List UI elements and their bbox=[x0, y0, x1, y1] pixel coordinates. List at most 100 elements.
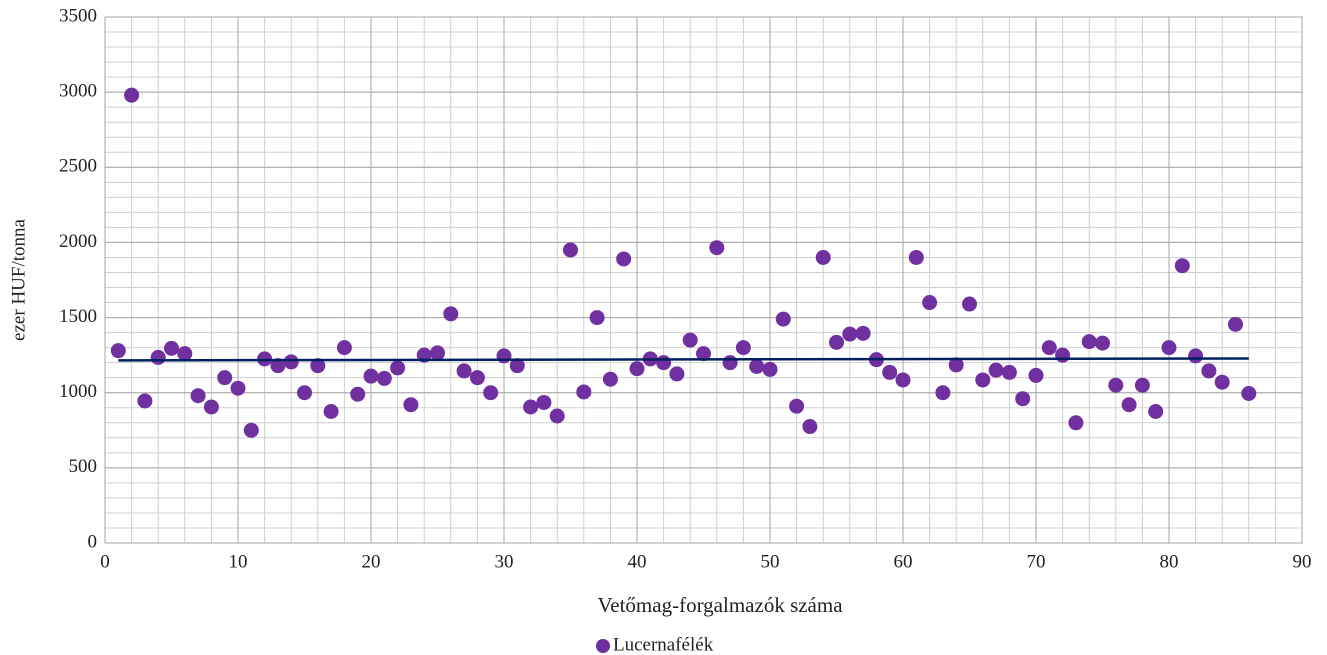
x-tick-label: 50 bbox=[761, 551, 780, 572]
point bbox=[749, 358, 765, 374]
point bbox=[962, 296, 977, 312]
x-tick-label: 40 bbox=[628, 551, 647, 572]
point bbox=[1015, 391, 1031, 407]
point bbox=[682, 332, 698, 348]
point bbox=[948, 357, 964, 373]
point bbox=[283, 354, 299, 370]
y-tick-label: 3000 bbox=[59, 81, 97, 102]
point bbox=[164, 340, 179, 356]
point bbox=[762, 361, 778, 377]
point bbox=[1068, 415, 1084, 431]
point bbox=[629, 361, 645, 377]
point bbox=[1241, 385, 1257, 401]
point bbox=[616, 251, 632, 267]
point bbox=[243, 422, 259, 438]
y-tick-label: 1000 bbox=[59, 381, 97, 402]
point bbox=[656, 355, 672, 371]
point bbox=[602, 371, 618, 387]
point bbox=[988, 362, 1004, 378]
point bbox=[390, 360, 406, 376]
y-axis-label: ezer HUF/tonna bbox=[8, 219, 29, 341]
trendline bbox=[118, 357, 1249, 362]
point bbox=[230, 380, 246, 396]
point bbox=[802, 419, 818, 435]
point bbox=[443, 306, 459, 322]
point bbox=[1161, 340, 1177, 356]
x-tick-label: 0 bbox=[100, 551, 110, 572]
point bbox=[563, 242, 578, 258]
point bbox=[1214, 374, 1230, 390]
point bbox=[336, 340, 352, 356]
point bbox=[842, 326, 858, 342]
point bbox=[1188, 348, 1204, 364]
point bbox=[576, 384, 592, 400]
point bbox=[523, 399, 539, 415]
legend-marker bbox=[596, 639, 610, 653]
point bbox=[735, 340, 751, 356]
point bbox=[1081, 334, 1097, 350]
point bbox=[1134, 377, 1150, 393]
point bbox=[1201, 363, 1217, 379]
point bbox=[855, 325, 871, 341]
point bbox=[815, 249, 831, 265]
y-tick-label: 2500 bbox=[59, 156, 97, 177]
point bbox=[297, 385, 312, 401]
point bbox=[403, 397, 419, 413]
point bbox=[669, 366, 685, 382]
point bbox=[496, 348, 512, 364]
point bbox=[789, 398, 805, 414]
point bbox=[922, 295, 938, 311]
point bbox=[150, 349, 166, 365]
point bbox=[1095, 335, 1110, 351]
point bbox=[536, 394, 552, 410]
point bbox=[124, 87, 140, 103]
y-tick-label: 500 bbox=[69, 456, 98, 477]
point bbox=[376, 370, 392, 386]
point bbox=[1228, 316, 1243, 332]
point bbox=[709, 240, 725, 256]
x-tick-label: 90 bbox=[1293, 551, 1312, 572]
y-tick-label: 0 bbox=[88, 531, 98, 552]
point bbox=[895, 372, 911, 388]
point bbox=[722, 355, 738, 371]
point bbox=[1001, 364, 1017, 380]
point bbox=[975, 372, 991, 388]
y-tick-label: 2000 bbox=[59, 231, 97, 252]
y-tick-label: 3500 bbox=[59, 5, 97, 26]
point bbox=[110, 343, 126, 359]
point bbox=[509, 358, 525, 374]
point bbox=[1148, 404, 1164, 419]
x-tick-label: 20 bbox=[362, 551, 381, 572]
point bbox=[696, 346, 711, 362]
point bbox=[363, 368, 379, 384]
point bbox=[350, 386, 366, 402]
plot-border bbox=[104, 16, 1303, 544]
x-tick-label: 30 bbox=[495, 551, 514, 572]
point bbox=[203, 399, 219, 415]
x-tick-label: 60 bbox=[894, 551, 913, 572]
point bbox=[190, 388, 206, 404]
point bbox=[323, 404, 339, 419]
point bbox=[270, 358, 286, 374]
legend-label: Lucernafélék bbox=[613, 634, 714, 655]
point bbox=[908, 249, 924, 265]
y-tick-label: 1500 bbox=[59, 306, 97, 327]
point bbox=[589, 310, 605, 326]
point bbox=[469, 370, 485, 386]
point bbox=[456, 363, 472, 379]
point bbox=[935, 385, 951, 401]
point bbox=[1055, 347, 1071, 363]
x-tick-label: 70 bbox=[1027, 551, 1046, 572]
point bbox=[217, 370, 233, 386]
x-tick-label: 80 bbox=[1160, 551, 1179, 572]
point bbox=[483, 385, 499, 401]
point bbox=[1121, 397, 1137, 413]
point bbox=[137, 393, 153, 409]
point bbox=[775, 311, 791, 327]
point bbox=[829, 334, 844, 350]
point bbox=[257, 351, 273, 367]
point bbox=[310, 358, 326, 374]
point bbox=[177, 346, 193, 362]
